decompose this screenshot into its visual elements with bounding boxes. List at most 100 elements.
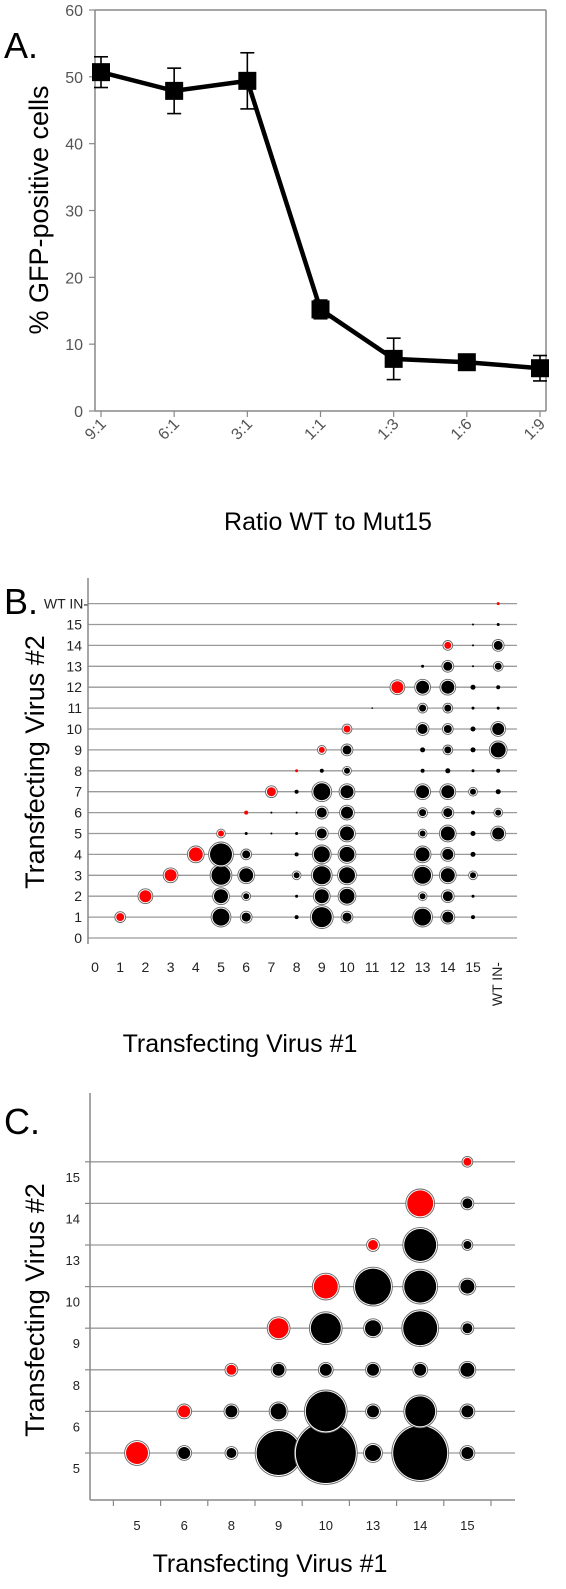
- bubble: [471, 769, 475, 773]
- bubble-red: [126, 1442, 148, 1464]
- bubble: [295, 1423, 356, 1483]
- x-tick-label: 12: [390, 959, 406, 975]
- bubble: [294, 852, 299, 857]
- bubble-red: [407, 1190, 434, 1217]
- bubble: [270, 1403, 287, 1420]
- bubble: [243, 893, 250, 900]
- bubble: [440, 868, 455, 883]
- bubble: [416, 680, 430, 694]
- bubble: [471, 894, 475, 898]
- bubble: [367, 1405, 379, 1418]
- y-tick-label: 4: [74, 846, 82, 862]
- data-point: [457, 353, 476, 372]
- bubble: [294, 789, 299, 794]
- y-tick-label: 10: [65, 337, 83, 354]
- bubble: [340, 785, 354, 799]
- x-tick-label: 9: [275, 1518, 282, 1533]
- bubble: [445, 768, 451, 774]
- x-tick-label: 8: [293, 959, 301, 975]
- bubble: [494, 662, 502, 670]
- data-point: [92, 63, 110, 82]
- bubble: [295, 811, 298, 814]
- bubble-red: [391, 681, 404, 694]
- bubble: [441, 785, 455, 799]
- bubble: [241, 912, 251, 922]
- panel-c: C. 5 6 8 9 10 13 14 15 5 6 8 9 10 13 14 15 Transfectin…: [4, 1093, 515, 1578]
- bubble: [470, 747, 476, 753]
- bubble: [496, 685, 501, 690]
- y-tick-label: 9: [73, 1336, 80, 1351]
- bubble: [342, 745, 352, 755]
- bubble: [244, 832, 248, 835]
- bubble: [416, 785, 430, 799]
- bubble: [393, 1426, 448, 1480]
- x-tick-label: 7: [268, 959, 276, 975]
- bubble: [319, 768, 324, 773]
- data-point: [311, 300, 330, 319]
- bubble: [214, 889, 228, 904]
- x-tick-label: 5: [133, 1518, 140, 1533]
- bubble: [470, 872, 476, 879]
- bubble: [496, 623, 500, 626]
- bubble-red: [496, 602, 500, 606]
- bubble-red: [244, 810, 249, 815]
- bubble: [495, 789, 501, 795]
- y-tick-label: 15: [66, 1170, 80, 1185]
- data-point: [531, 359, 549, 378]
- y-tick-label: 20: [65, 270, 83, 287]
- y-tick-label: 2: [74, 888, 82, 904]
- panel-b-label: B.: [4, 581, 38, 622]
- y-tick-label: 30: [65, 204, 83, 221]
- x-tick-label: 1:9: [521, 416, 549, 444]
- bubble: [272, 1363, 285, 1376]
- bubble-red: [295, 769, 299, 773]
- bubble: [295, 894, 299, 898]
- x-tick-label: 13: [366, 1518, 380, 1533]
- y-tick-label: 5: [74, 826, 82, 842]
- bubble: [463, 1241, 472, 1249]
- bubble: [470, 726, 476, 732]
- bubble: [211, 865, 231, 885]
- x-tick-label: 6: [242, 959, 250, 975]
- bubble-red: [343, 725, 351, 733]
- bubble: [471, 706, 475, 710]
- bubble: [443, 661, 453, 671]
- x-tick-label: 11: [365, 959, 380, 975]
- bubble-red: [368, 1240, 378, 1250]
- bubble: [314, 889, 329, 904]
- bubble: [419, 704, 427, 712]
- bubble: [492, 723, 505, 735]
- y-tick-label: 60: [65, 3, 83, 20]
- bubble: [310, 1313, 341, 1344]
- bubble: [462, 1323, 473, 1334]
- bubble: [440, 826, 455, 841]
- x-tick-label: 1: [116, 959, 124, 975]
- bubble: [443, 808, 453, 818]
- x-tick-label: 6:1: [155, 416, 183, 444]
- bubble: [472, 665, 474, 668]
- bubble: [444, 704, 452, 712]
- bubble: [371, 707, 374, 709]
- bubble: [461, 1405, 474, 1418]
- x-tick-label: 4: [192, 959, 200, 975]
- bubble: [316, 828, 327, 839]
- bubble: [493, 640, 503, 650]
- x-tick-label: 1:1: [302, 416, 330, 444]
- x-tick-label: 10: [319, 1518, 333, 1533]
- y-tick-label: 40: [65, 137, 83, 154]
- bubble: [339, 867, 355, 884]
- bubble: [414, 866, 432, 884]
- x-tick-label: 3: [167, 959, 175, 975]
- bubble: [470, 851, 476, 857]
- bubble: [414, 1363, 427, 1376]
- y-tick-label: 1: [74, 909, 82, 925]
- bubble: [365, 1320, 381, 1337]
- bubble: [293, 872, 300, 879]
- bubble: [226, 1448, 237, 1458]
- bubble: [442, 891, 453, 902]
- bubble: [496, 706, 500, 710]
- bubble-red: [164, 869, 177, 882]
- bubble: [472, 644, 474, 647]
- bubble-red: [188, 847, 203, 862]
